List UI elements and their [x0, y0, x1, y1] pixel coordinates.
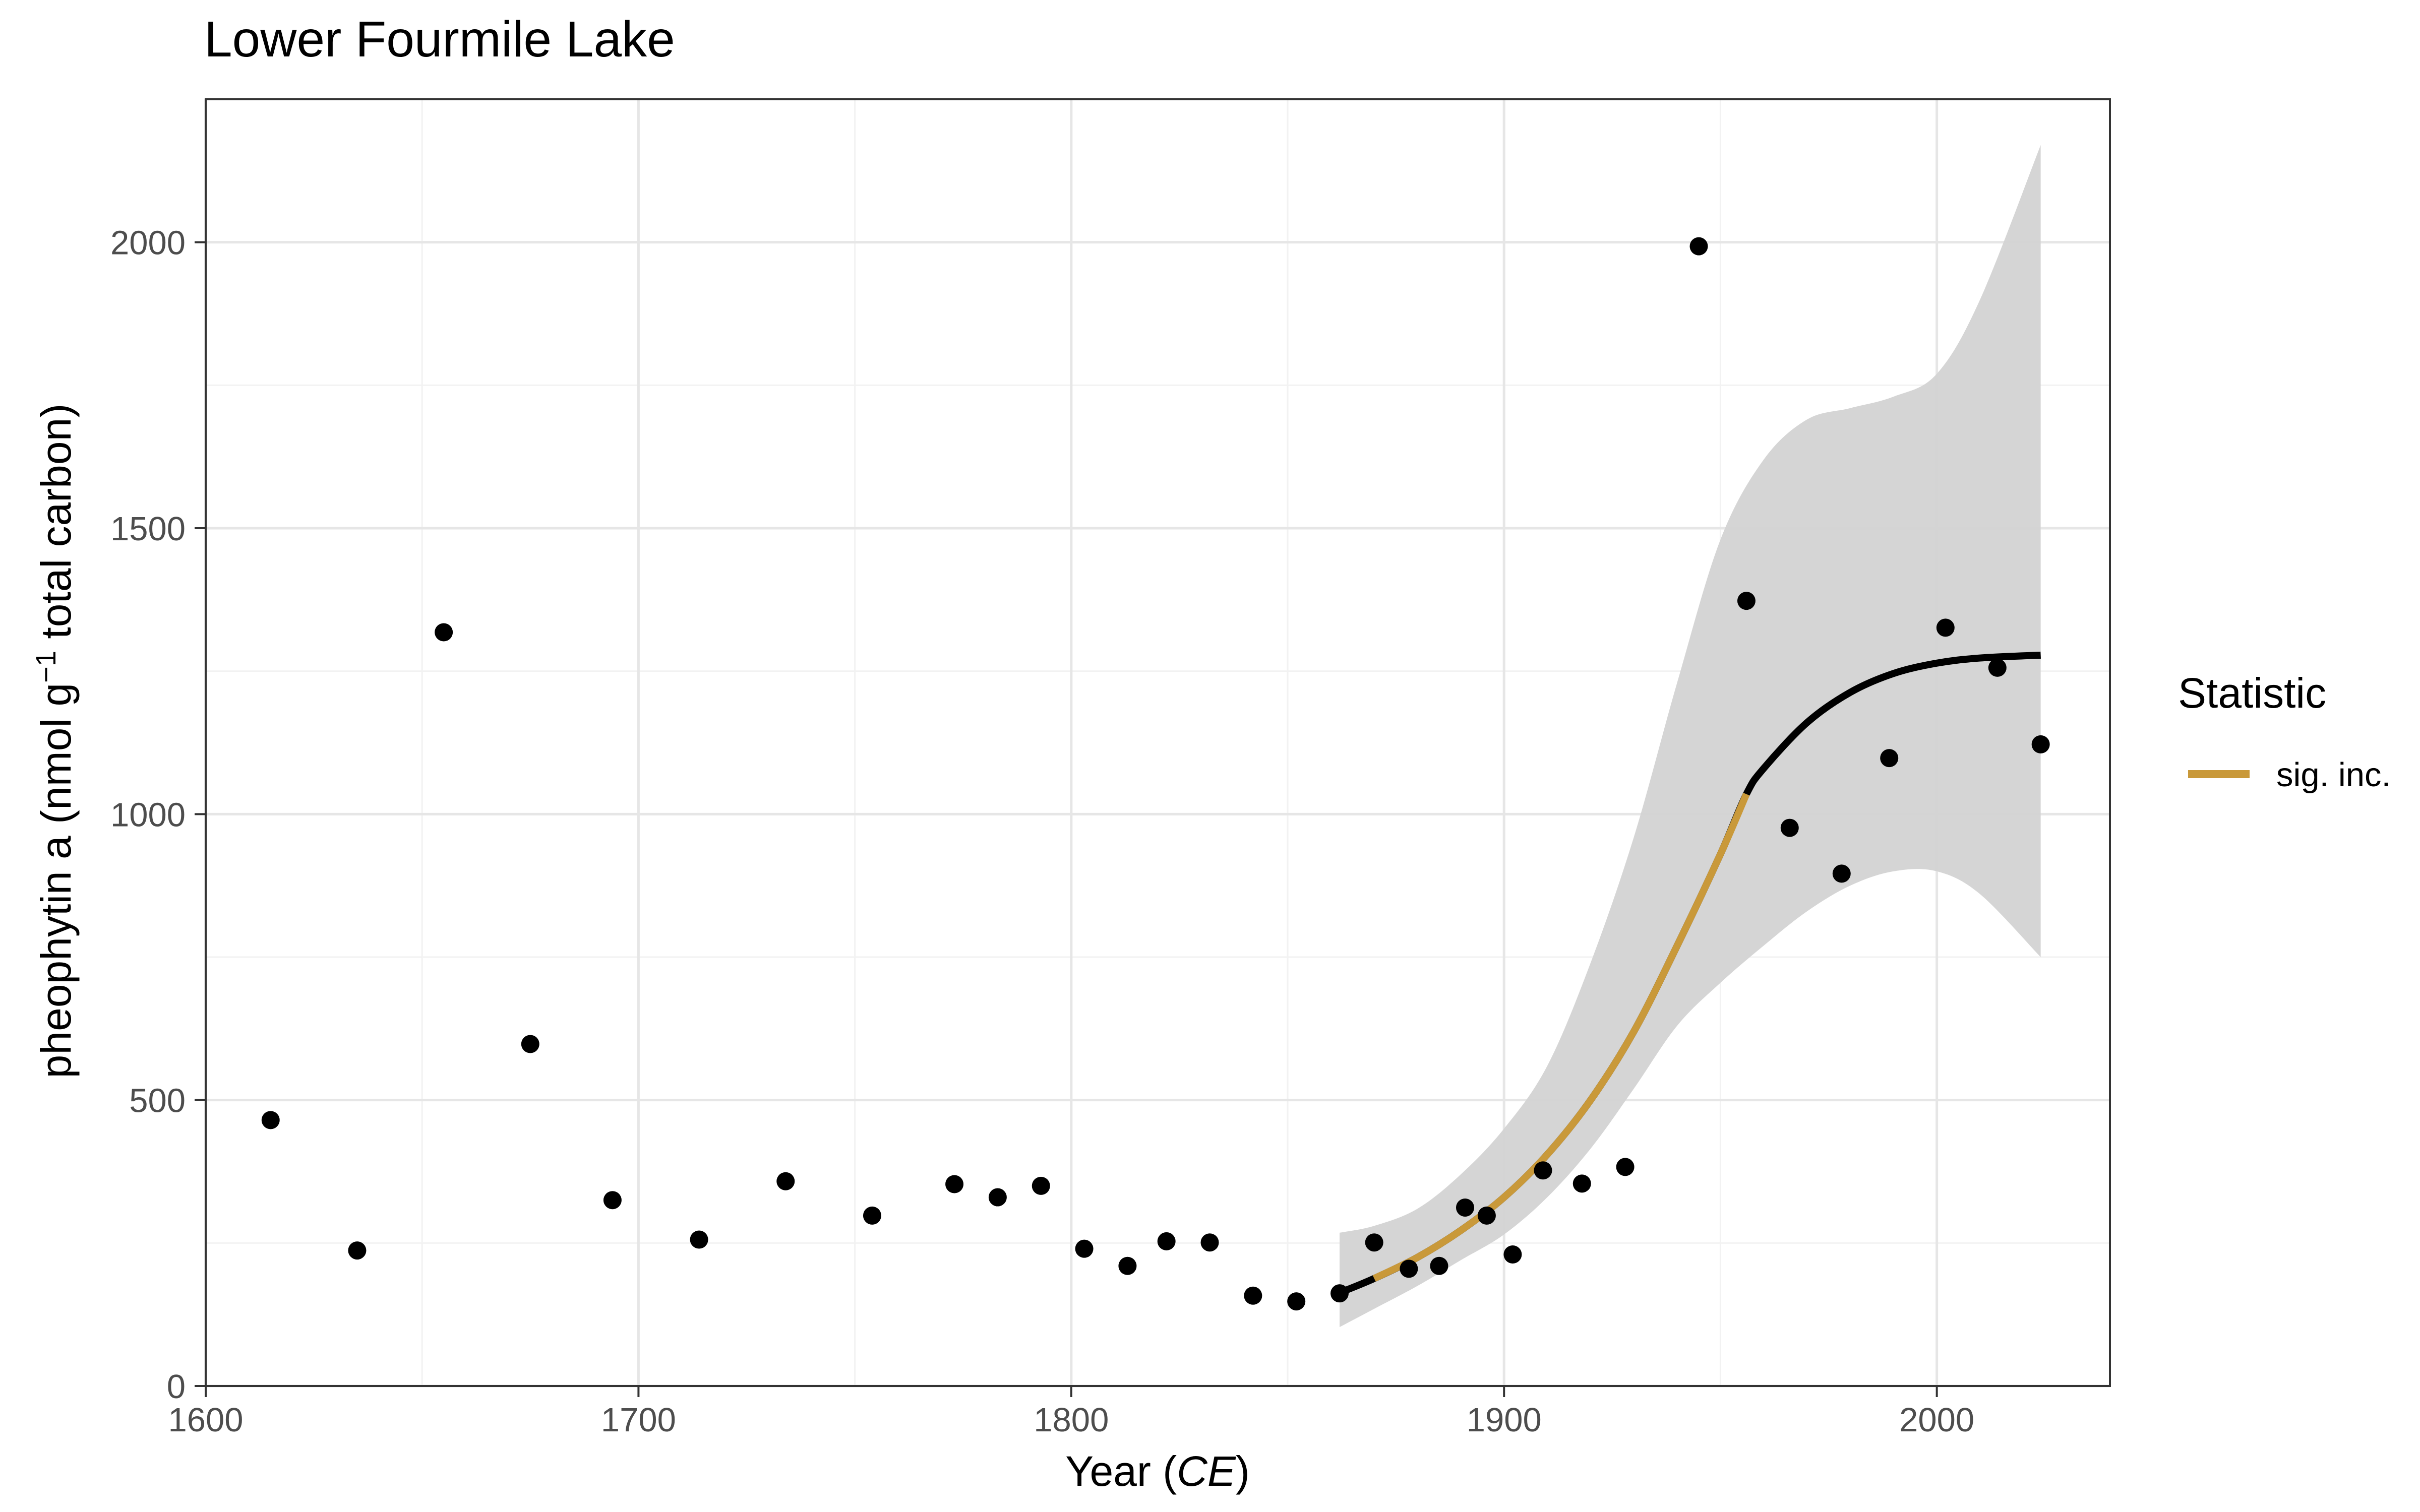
- y-axis-title-suffix: total carbon): [32, 404, 80, 651]
- y-axis-tick-label: 500: [129, 1082, 186, 1120]
- data-point: [1988, 658, 2007, 677]
- data-point: [1456, 1198, 1474, 1217]
- data-point: [1503, 1245, 1522, 1264]
- data-point: [776, 1172, 795, 1190]
- data-point: [1534, 1161, 1552, 1180]
- data-point: [1157, 1232, 1176, 1250]
- x-axis-title-prefix: Year (: [1065, 1447, 1177, 1495]
- y-axis-title: pheophytin a (nmol g−1 total carbon): [30, 404, 80, 1079]
- data-point: [1832, 864, 1851, 883]
- x-axis-tick-label: 1900: [1467, 1401, 1542, 1439]
- significant-increase-segment: [1372, 792, 1750, 1282]
- y-axis-tick-label: 1000: [110, 796, 186, 834]
- data-point: [1400, 1259, 1418, 1278]
- data-point: [1032, 1176, 1050, 1195]
- legend-label-sig-inc: sig. inc.: [2276, 756, 2391, 794]
- data-point: [1880, 749, 1899, 768]
- data-point: [863, 1206, 881, 1225]
- data-point: [521, 1035, 539, 1053]
- data-point: [1244, 1286, 1262, 1305]
- y-axis-title-prefix: pheophytin a (nmol g: [32, 683, 80, 1079]
- data-point: [1572, 1174, 1591, 1193]
- legend-title: Statistic: [2178, 669, 2326, 717]
- y-axis-tick-label: 0: [167, 1368, 186, 1406]
- data-point: [945, 1175, 964, 1193]
- data-point: [1075, 1239, 1094, 1258]
- data-point: [988, 1188, 1007, 1207]
- data-point: [1200, 1233, 1219, 1252]
- x-axis-tick-label: 1600: [168, 1401, 243, 1439]
- data-point: [603, 1191, 622, 1210]
- plot-area: [204, 98, 2111, 1388]
- x-axis-title-suffix: ): [1236, 1447, 1250, 1495]
- legend: Statistic sig. inc.: [2178, 669, 2391, 794]
- y-axis: 0 500 1000 1500 2000: [110, 224, 206, 1406]
- data-point: [1330, 1284, 1349, 1303]
- data-point: [690, 1230, 708, 1249]
- data-point: [435, 623, 453, 642]
- x-axis-tick-label: 1800: [1034, 1401, 1109, 1439]
- data-point: [1737, 592, 1756, 610]
- x-axis-title-italic: CE: [1177, 1447, 1236, 1495]
- x-axis: 1600 1700 1800 1900 2000: [168, 1386, 1974, 1439]
- data-point: [1689, 237, 1708, 256]
- data-point: [1430, 1256, 1448, 1275]
- data-points: [261, 237, 2050, 1311]
- data-point: [1118, 1256, 1137, 1275]
- y-axis-tick-label: 1500: [110, 510, 186, 548]
- data-point: [1287, 1292, 1306, 1311]
- data-point: [1936, 618, 1955, 637]
- data-point: [1365, 1233, 1383, 1252]
- y-axis-title-superscript: −1: [30, 651, 62, 683]
- x-axis-tick-label: 1700: [601, 1401, 676, 1439]
- x-axis-tick-label: 2000: [1899, 1401, 1974, 1439]
- data-point: [348, 1241, 367, 1260]
- data-point: [1780, 818, 1799, 837]
- plot-panel-border: [205, 98, 2111, 1387]
- data-point: [1616, 1158, 1635, 1176]
- x-axis-title: Year (CE): [1065, 1447, 1250, 1495]
- data-point: [1477, 1206, 1496, 1225]
- confidence-ribbon: [1340, 145, 2041, 1328]
- data-point: [2031, 735, 2050, 753]
- data-point: [261, 1111, 280, 1129]
- y-axis-tick-label: 2000: [110, 224, 186, 262]
- chart-title: Lower Fourmile Lake: [204, 11, 675, 68]
